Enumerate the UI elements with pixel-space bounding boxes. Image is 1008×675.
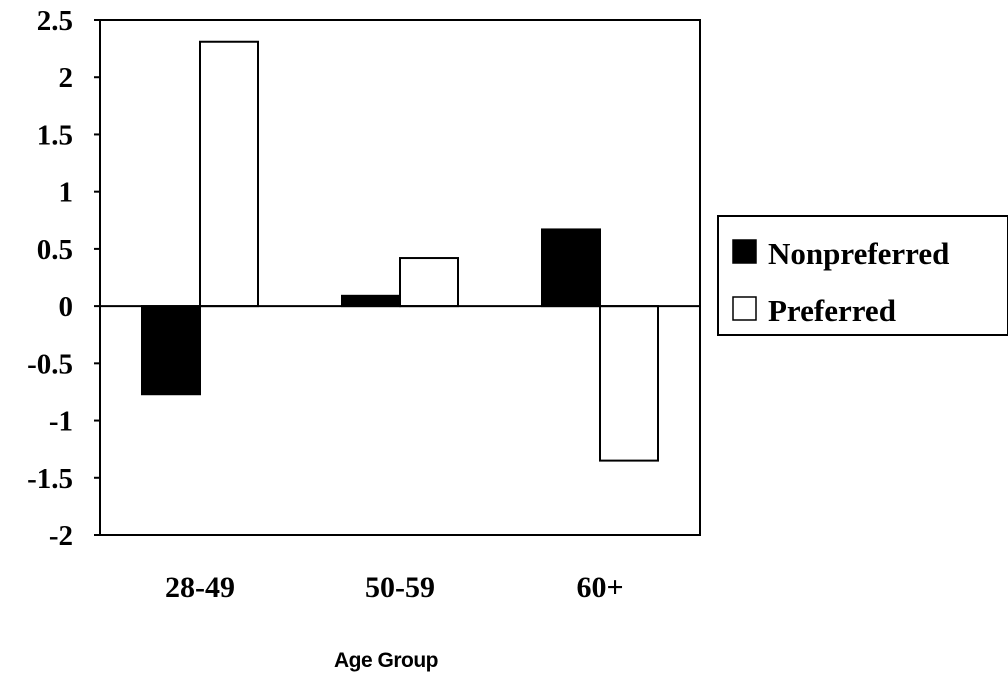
y-tick-label: 2.5 [37,5,73,37]
y-tick-label: -1.5 [27,463,73,495]
y-tick-label: -1 [49,406,73,438]
y-tick-label: -2 [49,520,73,552]
x-category-label: 28-49 [165,571,235,604]
x-axis-title: Age Group [334,649,438,672]
legend-swatch-nonpreferred [732,239,757,264]
x-category-label: 60+ [576,571,623,604]
y-axis-ticks: 2.5 2 1.5 1 0.5 0 -0.5 -1 -1.5 -2 [27,5,100,552]
y-tick-label: 0 [59,291,74,323]
legend-label-preferred: Preferred [768,293,896,328]
bar-preferred-50-59 [399,257,459,308]
bar-preferred-28-49 [199,40,259,308]
legend-label-nonpreferred: Nonpreferred [768,236,949,271]
bar-nonpreferred-50-59 [341,294,401,308]
bars [141,40,659,462]
bar-preferred-60+ [599,305,659,462]
y-tick-label: -0.5 [27,348,73,380]
y-tick-label: 0.5 [37,234,73,266]
y-tick-label: 2 [59,62,74,94]
legend-swatch-preferred [732,296,757,321]
bar-nonpreferred-28-49 [141,305,201,396]
legend-frame [717,215,1008,336]
x-category-label: 50-59 [365,571,435,604]
y-tick-label: 1.5 [37,119,73,151]
legend: Nonpreferred Preferred [717,215,1008,336]
y-tick-label: 1 [59,177,74,209]
x-axis-ticks: 28-49 50-59 60+ [165,571,624,604]
plot-frame [99,19,701,536]
bar-nonpreferred-60+ [541,228,601,308]
